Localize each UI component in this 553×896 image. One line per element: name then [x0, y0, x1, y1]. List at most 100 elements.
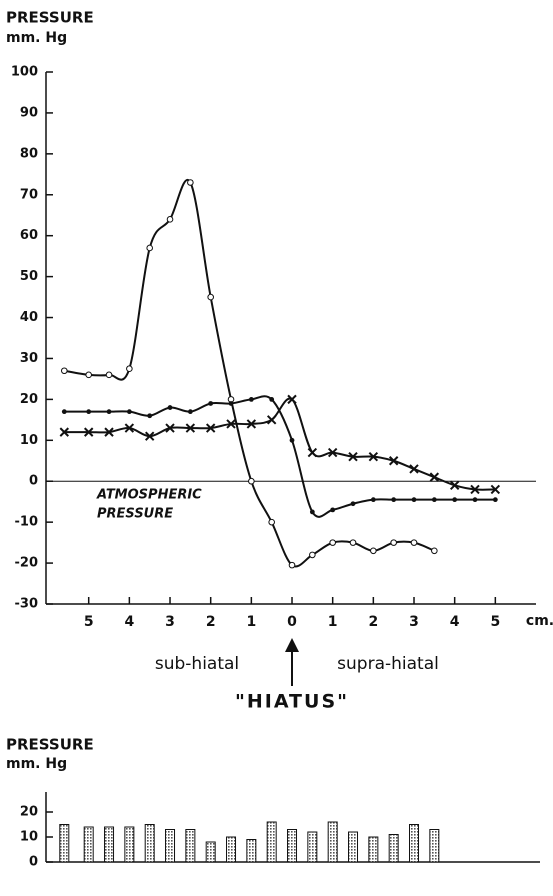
y-label: mm. Hg [6, 756, 67, 772]
marker [144, 431, 155, 441]
marker [83, 427, 94, 437]
y-tick-label: 20 [20, 392, 38, 407]
y-tick-label: -30 [15, 597, 39, 612]
x-tick-label: 2 [206, 614, 216, 630]
y-label: PRESSURE [6, 736, 94, 754]
bar [327, 821, 338, 863]
x-tick-label: 5 [490, 614, 500, 630]
y-tick-label: -10 [15, 515, 39, 530]
y-tick-label: 90 [20, 105, 38, 120]
marker [269, 396, 275, 402]
marker [187, 409, 193, 415]
marker [431, 547, 438, 555]
y-label: PRESSURE [6, 9, 94, 27]
marker [61, 409, 67, 415]
annotation: sub-hiatal [155, 654, 239, 674]
marker [246, 419, 257, 429]
x-tick-label: 2 [368, 614, 378, 630]
marker [105, 371, 113, 379]
marker [288, 561, 296, 569]
marker [411, 497, 417, 503]
marker [59, 427, 70, 437]
marker [330, 507, 336, 513]
y-tick-label: -20 [15, 556, 39, 571]
marker [391, 497, 397, 503]
bar [246, 839, 257, 863]
bar [226, 836, 237, 863]
y-tick-label: 40 [20, 310, 38, 325]
annotation: supra-hiatal [337, 654, 439, 674]
marker [470, 484, 480, 495]
marker [409, 464, 419, 474]
bar [368, 836, 379, 863]
y-tick-label: 50 [20, 269, 38, 284]
marker [126, 409, 132, 415]
x-tick-label: 0 [287, 614, 297, 630]
y-tick-label: 10 [20, 830, 38, 845]
marker [329, 539, 336, 546]
marker [166, 216, 174, 223]
bar [348, 831, 359, 863]
y-tick-label: 60 [20, 228, 38, 243]
annotation: "HIATUS" [235, 691, 349, 713]
marker [86, 409, 92, 415]
bar [287, 829, 298, 863]
annotation: PRESSURE [97, 507, 173, 522]
marker [309, 551, 316, 559]
marker [185, 423, 196, 433]
marker [370, 497, 376, 503]
marker [106, 409, 112, 415]
marker [370, 547, 377, 555]
marker [167, 405, 173, 410]
marker [307, 447, 318, 458]
bar [307, 831, 318, 863]
marker [248, 396, 254, 402]
marker [348, 451, 358, 462]
bar [104, 826, 115, 863]
marker [147, 413, 153, 419]
bar [83, 826, 94, 863]
marker [146, 244, 153, 252]
x-tick-label: 3 [165, 614, 175, 630]
x-tick-label: 4 [124, 614, 134, 630]
x-tick-label: 1 [246, 614, 256, 630]
marker [349, 539, 357, 546]
marker [490, 484, 501, 495]
bar [59, 824, 70, 863]
marker [388, 456, 399, 466]
bar [124, 826, 135, 863]
marker [390, 539, 397, 546]
marker [85, 371, 92, 379]
marker [429, 472, 440, 482]
x-tick-label: 3 [409, 614, 419, 630]
marker [104, 427, 114, 437]
marker [327, 447, 338, 458]
x-tick-label: 1 [328, 614, 338, 630]
marker [350, 501, 356, 507]
bar [429, 829, 440, 863]
bar [205, 841, 216, 863]
marker [431, 497, 437, 503]
bar [409, 824, 420, 863]
marker [226, 419, 236, 429]
marker [266, 415, 277, 425]
y-label: mm. Hg [6, 30, 67, 46]
annotation: ATMOSPHERIC [96, 488, 202, 503]
line [64, 397, 496, 491]
marker [309, 509, 315, 515]
marker [228, 401, 234, 406]
marker [410, 539, 418, 546]
x-unit: cm. [526, 613, 553, 629]
marker [165, 423, 175, 433]
bar [144, 824, 155, 863]
marker [187, 179, 194, 186]
marker [126, 365, 133, 372]
marker [207, 293, 214, 301]
y-tick-label: 100 [11, 65, 38, 80]
arrow-head [285, 638, 299, 652]
bar [266, 821, 277, 863]
marker [452, 497, 458, 503]
bar [388, 834, 399, 863]
marker [124, 423, 135, 433]
x-tick-label: 5 [84, 614, 94, 630]
